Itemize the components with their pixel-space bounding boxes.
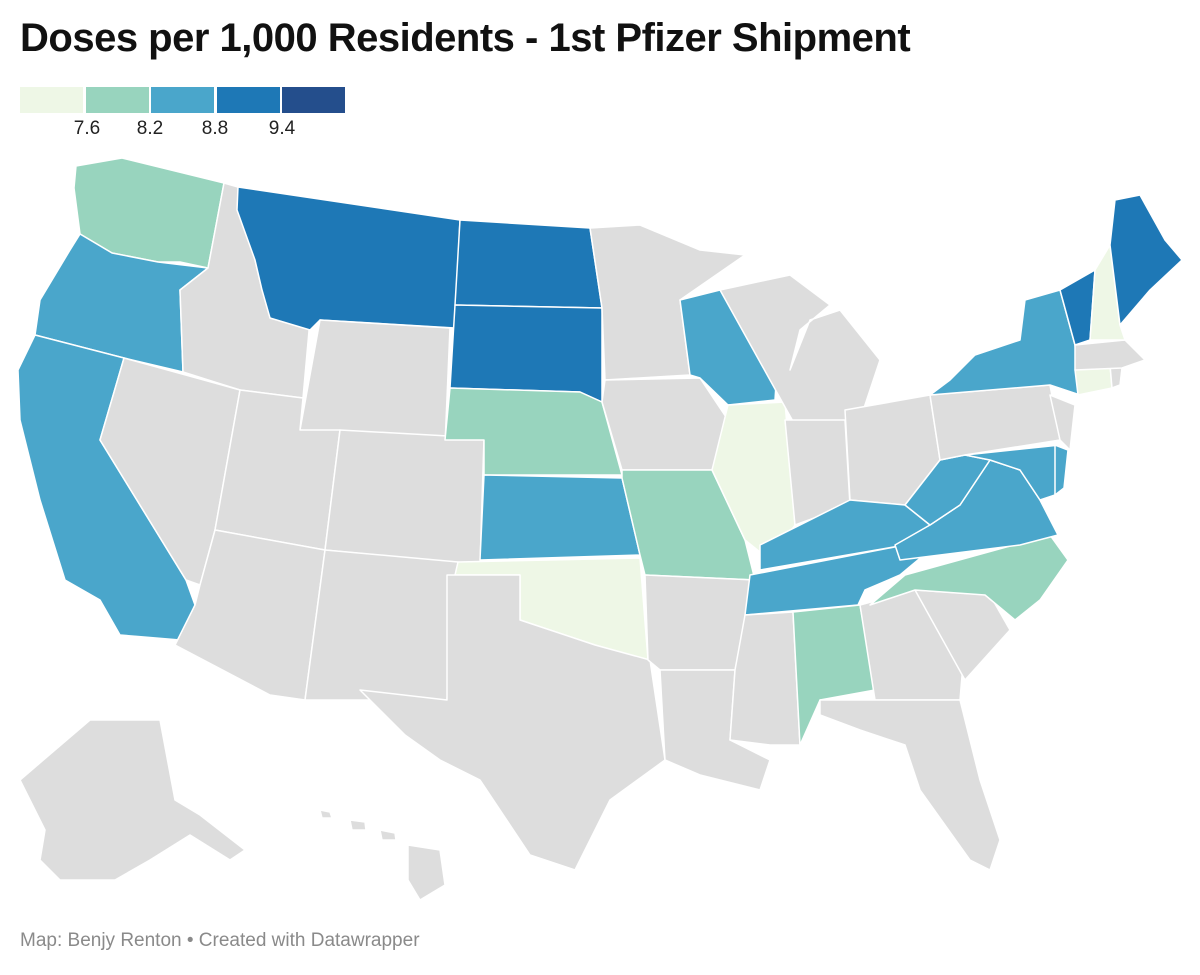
state-ne[interactable] (444, 387, 623, 476)
state-co[interactable] (324, 429, 485, 566)
state-sd[interactable] (449, 304, 603, 403)
credit-footer: Map: Benjy Renton • Created with Datawra… (20, 930, 420, 951)
legend-swatch-3 (151, 87, 214, 113)
state-ks[interactable] (479, 474, 641, 561)
legend-tick-label: 7.6 (73, 118, 101, 139)
state-ny[interactable] (929, 289, 1081, 396)
state-ak[interactable] (19, 719, 246, 881)
state-nc[interactable] (869, 534, 1069, 621)
state-al[interactable] (792, 604, 876, 746)
state-de[interactable] (1054, 444, 1069, 496)
us-choropleth-map (17, 157, 1183, 901)
state-hi[interactable] (379, 829, 397, 841)
state-ma[interactable] (1074, 339, 1146, 371)
state-fl[interactable] (819, 699, 1001, 871)
state-hi[interactable] (349, 819, 367, 831)
legend-tick-label: 8.2 (136, 118, 164, 139)
legend-tick-label: 8.8 (201, 118, 229, 139)
state-hi[interactable] (319, 809, 333, 819)
legend-swatch-2 (86, 87, 149, 113)
state-hi[interactable] (407, 844, 446, 901)
legend-swatch-4 (217, 87, 280, 113)
state-nd[interactable] (454, 219, 603, 309)
legend-swatch-5 (282, 87, 345, 113)
state-nm[interactable] (304, 549, 459, 701)
legend-swatch-1 (20, 87, 83, 113)
legend-tick-label: 9.4 (268, 118, 296, 139)
state-me[interactable] (1109, 194, 1183, 326)
state-md[interactable] (964, 444, 1061, 501)
state-wy[interactable] (299, 319, 451, 446)
map-title: Doses per 1,000 Residents - 1st Pfizer S… (20, 16, 911, 60)
state-shapes (17, 157, 1183, 901)
state-tx[interactable] (359, 574, 666, 871)
state-ia[interactable] (601, 377, 729, 471)
state-nj[interactable] (1049, 394, 1076, 451)
state-nh[interactable] (1089, 244, 1126, 341)
color-legend: 7.6 8.2 8.8 9.4 (20, 87, 350, 139)
state-mt[interactable] (236, 186, 461, 331)
